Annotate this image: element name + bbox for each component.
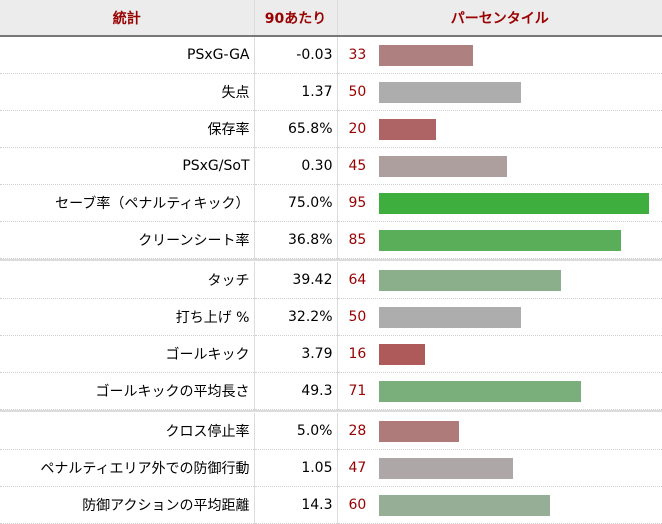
percentile-cell: 16 (337, 335, 662, 373)
percentile-value: 47 (348, 460, 367, 476)
per90-value: 0.30 (254, 147, 338, 185)
table-header-row: 統計 90あたり パーセンタイル (0, 0, 662, 37)
percentile-cell: 47 (337, 449, 662, 487)
group-separator (0, 409, 662, 413)
column-header-stat[interactable]: 統計 (0, 0, 255, 37)
percentile-value: 33 (348, 47, 367, 63)
percentile-value: 20 (348, 121, 367, 137)
column-header-per90[interactable]: 90あたり (254, 0, 338, 37)
table-row: PSxG/SoT 0.30 45 (0, 147, 662, 185)
table-row: ペナルティエリア外での防御行動 1.05 47 (0, 449, 662, 487)
separator-cell (254, 258, 338, 262)
percentile-bar (378, 306, 521, 328)
percentile-cell: 45 (337, 147, 662, 185)
percentile-value: 60 (348, 497, 367, 513)
percentile-bar (378, 457, 513, 479)
percentile-value: 71 (348, 383, 367, 399)
percentile-value: 16 (348, 346, 367, 362)
percentile-bar (378, 494, 550, 516)
stat-name: 打ち上げ % (0, 298, 255, 336)
percentile-value: 95 (348, 195, 367, 211)
table-row: ゴールキック 3.79 16 (0, 335, 662, 373)
per90-value: 32.2% (254, 298, 338, 336)
percentile-bar (378, 229, 621, 251)
stat-name: クロス停止率 (0, 412, 255, 450)
table-row: クロス停止率 5.0% 28 (0, 412, 662, 450)
percentile-cell: 50 (337, 298, 662, 336)
percentile-bar (378, 343, 425, 365)
percentile-bar (378, 118, 436, 140)
table-row: PSxG-GA -0.03 33 (0, 36, 662, 74)
percentile-bar (378, 420, 459, 442)
stat-name: PSxG-GA (0, 36, 255, 74)
table-row: セーブ率（ペナルティキック） 75.0% 95 (0, 184, 662, 222)
percentile-value: 50 (348, 309, 367, 325)
percentile-value: 28 (348, 423, 367, 439)
percentile-cell: 64 (337, 261, 662, 299)
percentile-value: 50 (348, 84, 367, 100)
percentile-cell: 28 (337, 412, 662, 450)
percentile-bar (378, 155, 507, 177)
stat-name: 保存率 (0, 110, 255, 148)
table-row: 打ち上げ % 32.2% 50 (0, 298, 662, 336)
percentile-bar (378, 44, 473, 66)
per90-value: 1.37 (254, 73, 338, 111)
percentile-cell: 85 (337, 221, 662, 259)
percentile-value: 64 (348, 272, 367, 288)
separator-cell (0, 409, 255, 413)
percentile-value: 45 (348, 158, 367, 174)
separator-cell (254, 409, 338, 413)
percentile-bar (378, 81, 521, 103)
stat-name: ゴールキックの平均長さ (0, 372, 255, 410)
stat-name: クリーンシート率 (0, 221, 255, 259)
percentile-cell: 71 (337, 372, 662, 410)
separator-cell (0, 258, 255, 262)
per90-value: 49.3 (254, 372, 338, 410)
per90-value: -0.03 (254, 36, 338, 74)
percentile-cell: 20 (337, 110, 662, 148)
per90-value: 75.0% (254, 184, 338, 222)
per90-value: 36.8% (254, 221, 338, 259)
stat-name: セーブ率（ペナルティキック） (0, 184, 255, 222)
percentile-value: 85 (348, 232, 367, 248)
table-row: クリーンシート率 36.8% 85 (0, 221, 662, 259)
percentile-bar (378, 192, 649, 214)
stat-name: ペナルティエリア外での防御行動 (0, 449, 255, 487)
percentile-cell: 33 (337, 36, 662, 74)
stat-name: PSxG/SoT (0, 147, 255, 185)
percentile-cell: 95 (337, 184, 662, 222)
stat-name: 失点 (0, 73, 255, 111)
stat-name: ゴールキック (0, 335, 255, 373)
stat-name: タッチ (0, 261, 255, 299)
percentile-bar (378, 269, 561, 291)
column-header-percentile[interactable]: パーセンタイル (337, 0, 662, 37)
table-row: ゴールキックの平均長さ 49.3 71 (0, 372, 662, 410)
per90-value: 5.0% (254, 412, 338, 450)
table-row: 保存率 65.8% 20 (0, 110, 662, 148)
per90-value: 39.42 (254, 261, 338, 299)
table-row: 失点 1.37 50 (0, 73, 662, 111)
percentile-bar (378, 380, 581, 402)
group-separator (0, 258, 662, 262)
table-row: タッチ 39.42 64 (0, 261, 662, 299)
percentile-cell: 50 (337, 73, 662, 111)
per90-value: 65.8% (254, 110, 338, 148)
per90-value: 3.79 (254, 335, 338, 373)
per90-value: 1.05 (254, 449, 338, 487)
